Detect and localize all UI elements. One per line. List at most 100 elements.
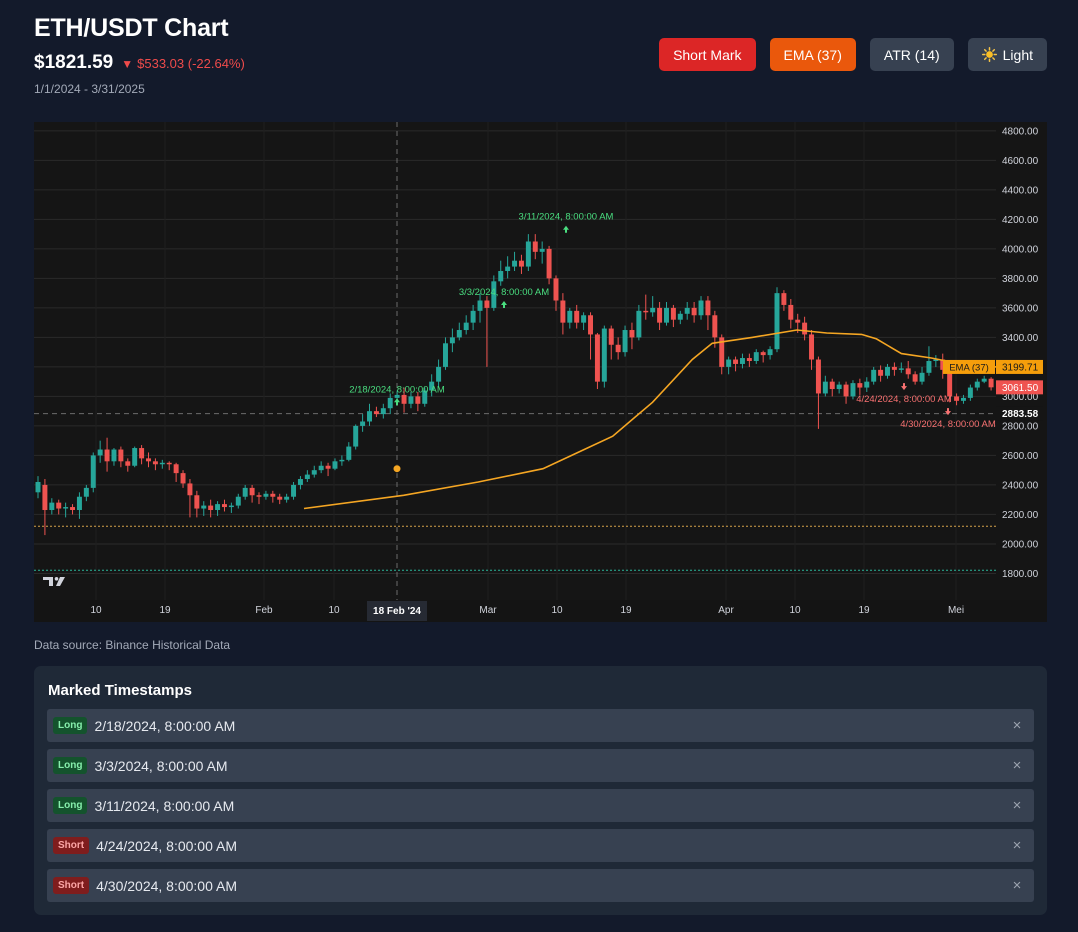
candle[interactable]	[657, 301, 663, 331]
candle[interactable]	[857, 378, 863, 395]
candle[interactable]	[615, 337, 621, 360]
candle[interactable]	[449, 328, 455, 353]
candle[interactable]	[111, 448, 117, 466]
candle[interactable]	[664, 301, 669, 326]
candle[interactable]	[242, 484, 248, 500]
candle[interactable]	[284, 493, 290, 503]
candle[interactable]	[774, 287, 780, 353]
candle[interactable]	[180, 470, 186, 488]
chart-canvas[interactable]: 4800.00 4600.00 4400.00 4200.00 4000.00 3800.…	[34, 122, 1047, 622]
candle[interactable]	[581, 312, 587, 331]
candle[interactable]	[622, 325, 628, 357]
candle[interactable]	[83, 484, 89, 502]
candle[interactable]	[187, 479, 193, 518]
candle[interactable]	[629, 322, 635, 350]
candle[interactable]	[532, 234, 538, 260]
candle[interactable]	[277, 493, 283, 505]
light-theme-button[interactable]: Light	[967, 38, 1047, 71]
candle[interactable]	[594, 332, 600, 390]
remove-mark-icon[interactable]: ×	[1012, 877, 1022, 894]
candle[interactable]	[670, 304, 676, 328]
candle[interactable]	[415, 391, 421, 412]
candle[interactable]	[829, 378, 835, 397]
candle[interactable]	[408, 391, 414, 409]
candle[interactable]	[139, 445, 145, 465]
candle[interactable]	[933, 355, 939, 367]
candle[interactable]	[891, 362, 897, 376]
candle[interactable]	[912, 371, 918, 385]
candle[interactable]	[905, 361, 911, 379]
candle[interactable]	[518, 254, 524, 274]
candle[interactable]	[256, 492, 262, 505]
candle[interactable]	[878, 365, 884, 382]
candle[interactable]	[822, 375, 828, 397]
candle[interactable]	[726, 356, 732, 375]
price-chart[interactable]: 4800.00 4600.00 4400.00 4200.00 4000.00 3800.…	[34, 122, 1047, 622]
candle[interactable]	[373, 406, 379, 418]
candle[interactable]	[539, 241, 545, 264]
candle[interactable]	[850, 380, 856, 400]
candle[interactable]	[118, 446, 124, 468]
remove-mark-icon[interactable]: ×	[1012, 717, 1022, 734]
candle[interactable]	[304, 470, 310, 482]
candle[interactable]	[249, 484, 255, 503]
candle[interactable]	[691, 301, 697, 323]
candle[interactable]	[864, 377, 870, 392]
candle[interactable]	[843, 381, 849, 404]
candle[interactable]	[97, 440, 103, 463]
candle[interactable]	[463, 315, 469, 335]
candle[interactable]	[76, 492, 82, 519]
candle[interactable]	[954, 393, 960, 406]
candle[interactable]	[698, 296, 704, 320]
candle[interactable]	[560, 293, 566, 335]
candle[interactable]	[491, 275, 497, 311]
remove-mark-icon[interactable]: ×	[1012, 757, 1022, 774]
candle[interactable]	[677, 310, 683, 325]
candle[interactable]	[705, 296, 711, 331]
candle[interactable]	[311, 465, 317, 478]
candle[interactable]	[601, 325, 607, 388]
candle[interactable]	[809, 330, 815, 370]
candle[interactable]	[470, 304, 476, 331]
candle[interactable]	[318, 461, 324, 474]
candle[interactable]	[436, 359, 442, 388]
candle[interactable]	[898, 362, 904, 373]
candle[interactable]	[988, 377, 994, 391]
candle[interactable]	[367, 403, 372, 426]
remove-mark-icon[interactable]: ×	[1012, 837, 1022, 854]
candle[interactable]	[194, 490, 200, 518]
candle[interactable]	[49, 498, 55, 515]
candle[interactable]	[781, 290, 787, 311]
candle[interactable]	[546, 245, 552, 285]
candle[interactable]	[477, 293, 483, 323]
candle[interactable]	[35, 476, 41, 499]
candle[interactable]	[567, 307, 573, 329]
candle[interactable]	[684, 301, 690, 320]
candle[interactable]	[360, 414, 366, 432]
candle[interactable]	[70, 504, 76, 515]
atr-toggle-button[interactable]: ATR (14)	[869, 38, 954, 71]
candle[interactable]	[636, 304, 642, 341]
candle[interactable]	[346, 442, 352, 462]
candle[interactable]	[746, 353, 752, 367]
candle[interactable]	[401, 387, 407, 413]
candle[interactable]	[456, 322, 462, 341]
candle[interactable]	[221, 499, 227, 512]
candle[interactable]	[981, 375, 987, 384]
candle[interactable]	[263, 490, 269, 500]
candle[interactable]	[422, 387, 428, 407]
candle[interactable]	[767, 346, 773, 360]
candle[interactable]	[836, 381, 842, 394]
candle[interactable]	[974, 378, 980, 391]
candle[interactable]	[505, 256, 511, 279]
candle[interactable]	[159, 459, 165, 469]
remove-mark-icon[interactable]: ×	[1012, 797, 1022, 814]
candle[interactable]	[588, 312, 594, 360]
candle[interactable]	[733, 356, 739, 372]
candle[interactable]	[802, 316, 808, 341]
short-mark-button[interactable]: Short Mark	[659, 38, 756, 71]
candle[interactable]	[63, 502, 69, 518]
candle[interactable]	[960, 394, 966, 404]
candle[interactable]	[208, 499, 214, 518]
candle[interactable]	[760, 350, 766, 363]
